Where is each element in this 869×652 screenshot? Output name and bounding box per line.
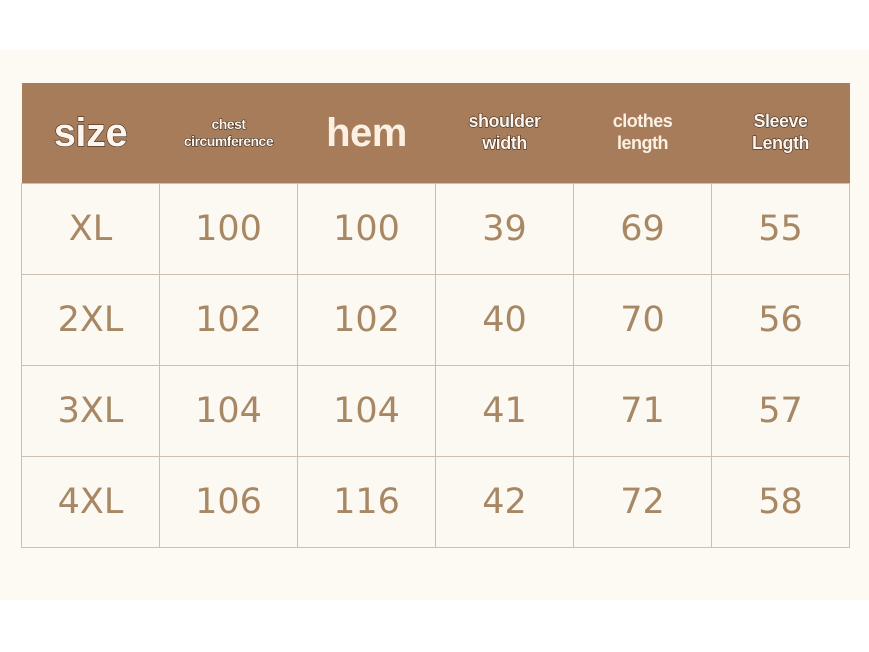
measurement-cell: 39: [435, 183, 574, 275]
column-header-text: length: [617, 133, 669, 153]
measurement-cell: 104: [159, 365, 298, 457]
column-header-text: Length: [752, 133, 811, 154]
column-header-text: shoulder: [468, 111, 542, 132]
column-header-text: Sleeve: [753, 111, 809, 132]
measurement-cell: 58: [711, 456, 850, 548]
column-header: shoulder width: [435, 83, 574, 184]
column-header-text: circumference: [183, 133, 274, 150]
measurement-cell: 71: [573, 365, 712, 457]
measurement-cell: 106: [159, 456, 298, 548]
measurement-cell: 42: [435, 456, 574, 548]
column-header-text: width: [482, 133, 528, 154]
measurement-cell: 57: [711, 365, 850, 457]
measurement-cell: 100: [297, 183, 436, 275]
column-header-text: chest: [211, 116, 247, 133]
column-header: size: [21, 83, 160, 184]
measurement-cell: 70: [573, 274, 712, 366]
column-header-text: hem: [326, 111, 407, 155]
measurement-cell: 72: [573, 456, 712, 548]
column-header-text: size: [53, 111, 128, 156]
size-cell: 4XL: [21, 456, 160, 548]
measurement-cell: 41: [435, 365, 574, 457]
measurement-cell: 69: [573, 183, 712, 275]
table-row: 4XL 106 116 42 72 58: [21, 456, 850, 548]
measurement-cell: 100: [159, 183, 298, 275]
measurement-cell: 102: [297, 274, 436, 366]
header-row: size chest circumference hem shoulder width cl…: [21, 83, 850, 184]
table-row: 3XL 104 104 41 71 57: [21, 365, 850, 457]
column-header-text: clothes: [612, 111, 673, 132]
column-header: hem: [297, 83, 436, 184]
size-chart-table: size chest circumference hem shoulder width cl…: [21, 83, 850, 548]
column-header: Sleeve Length: [711, 83, 850, 184]
measurement-cell: 116: [297, 456, 436, 548]
measurement-cell: 40: [435, 274, 574, 366]
measurement-cell: 55: [711, 183, 850, 275]
column-header: clothes length: [573, 83, 712, 184]
size-cell: 3XL: [21, 365, 160, 457]
table-row: XL 100 100 39 69 55: [21, 183, 850, 275]
measurement-cell: 56: [711, 274, 850, 366]
size-cell: XL: [21, 183, 160, 275]
column-header: chest circumference: [159, 83, 298, 184]
measurement-cell: 102: [159, 274, 298, 366]
size-cell: 2XL: [21, 274, 160, 366]
measurement-cell: 104: [297, 365, 436, 457]
table-row: 2XL 102 102 40 70 56: [21, 274, 850, 366]
